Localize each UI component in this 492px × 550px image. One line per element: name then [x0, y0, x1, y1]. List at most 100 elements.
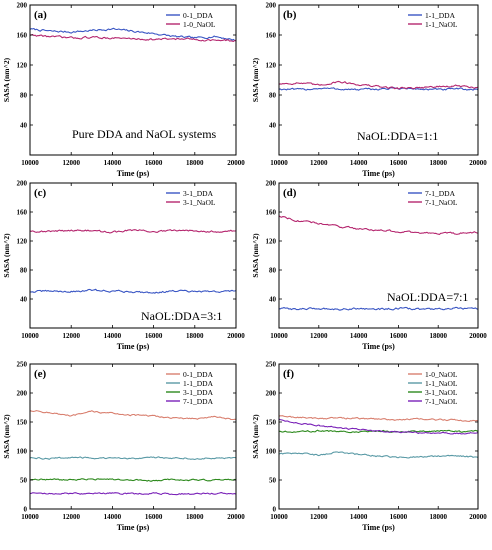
series-line-3-1_NaOL [29, 229, 237, 234]
x-tick-label: 12000 [310, 159, 328, 167]
x-tick-label: 20000 [227, 332, 245, 340]
x-tick-label: 14000 [350, 332, 368, 340]
legend-entry: 1-1_NaOL [425, 379, 458, 388]
y-tick-label: 80 [269, 267, 277, 275]
x-tick-label: 12000 [310, 332, 328, 340]
y-axis-title: SASA (nm^2) [2, 414, 11, 459]
series-line-3-1_DDA [29, 288, 237, 294]
y-tick-label: 120 [17, 62, 28, 70]
x-tick-label: 20000 [469, 332, 487, 340]
y-axis-title: SASA (nm^2) [2, 233, 11, 278]
x-tick-label: 12000 [62, 513, 80, 521]
y-tick-label: 200 [17, 180, 28, 188]
x-tick-label: 10000 [270, 513, 288, 521]
panel-e: 10000 12000 14000 16000 18000 20000 0 50 100 150 2… [2, 361, 245, 533]
x-tick-label: 16000 [390, 159, 408, 167]
y-axis-title: SASA (nm^2) [2, 57, 11, 102]
x-tick-label: 20000 [469, 159, 487, 167]
x-tick-label: 20000 [469, 513, 487, 521]
x-tick-label: 10000 [21, 159, 39, 167]
y-tick-label: 40 [269, 122, 277, 130]
legend-entry: 3-1_DDA [183, 189, 214, 198]
x-tick-label: 14000 [104, 332, 122, 340]
panel-annotation: NaOL:DDA=1:1 [357, 129, 438, 143]
series-line-1-1_DDA [29, 456, 237, 461]
x-tick-label: 10000 [270, 332, 288, 340]
y-tick-label: 200 [266, 2, 277, 10]
x-axis-title: Time (ps) [362, 169, 395, 178]
y-tick-label: 150 [266, 419, 277, 427]
y-axis-title: SASA (nm^2) [251, 57, 260, 102]
x-tick-label: 16000 [390, 513, 408, 521]
legend-entry: 7-1_NaOL [425, 198, 458, 207]
panel-label: (c) [34, 187, 47, 199]
x-tick-label: 16000 [145, 332, 163, 340]
x-tick-label: 10000 [21, 513, 39, 521]
y-tick-label: 160 [17, 209, 28, 217]
y-tick-label: 80 [269, 92, 277, 100]
x-tick-label: 14000 [350, 159, 368, 167]
y-tick-label: 0 [273, 506, 277, 514]
x-tick-label: 12000 [62, 332, 80, 340]
series-line-0-1_DDA [29, 27, 237, 42]
y-tick-label: 250 [17, 361, 28, 369]
panel-d: 10000 12000 14000 16000 18000 20000 40 80 120 160… [251, 180, 487, 352]
x-tick-label: 12000 [62, 159, 80, 167]
y-tick-label: 160 [266, 32, 277, 40]
panel-f: 10000 12000 14000 16000 18000 20000 0 50 100 150 2… [251, 361, 487, 533]
panel-label: (e) [34, 368, 47, 380]
plot-frame [29, 182, 237, 329]
series-line-1-0_NaOL [29, 33, 237, 43]
y-tick-label: 200 [17, 390, 28, 398]
y-tick-label: 80 [20, 267, 28, 275]
x-tick-label: 16000 [390, 332, 408, 340]
y-tick-label: 0 [24, 506, 28, 514]
series-line-7-1_DDA [278, 306, 479, 311]
panel-b: 10000 12000 14000 16000 18000 20000 40 80 120 160… [251, 2, 487, 179]
y-tick-label: 160 [17, 32, 28, 40]
legend-entry: 0-1_DDA [183, 370, 214, 379]
y-tick-label: 120 [17, 238, 28, 246]
x-tick-label: 10000 [270, 159, 288, 167]
legend-entry: 1-0_NaOL [183, 20, 216, 29]
y-axis-title: SASA (nm^2) [251, 414, 260, 459]
legend-entry: 7-1_NaOL [425, 397, 458, 406]
series-line-1-0_NaOL [278, 415, 479, 423]
y-tick-label: 200 [266, 390, 277, 398]
x-tick-label: 20000 [227, 513, 245, 521]
legend-entry: 7-1_DDA [183, 397, 214, 406]
x-axis-title: Time (ps) [117, 523, 150, 532]
y-tick-label: 100 [266, 448, 277, 456]
y-tick-label: 40 [20, 296, 28, 304]
x-tick-label: 14000 [104, 159, 122, 167]
x-tick-label: 18000 [186, 513, 204, 521]
y-tick-label: 120 [266, 238, 277, 246]
x-tick-label: 18000 [186, 159, 204, 167]
panel-label: (d) [283, 187, 297, 199]
x-axis-title: Time (ps) [117, 169, 150, 178]
y-tick-label: 250 [266, 361, 277, 369]
y-tick-label: 50 [269, 477, 277, 485]
plot-frame [278, 4, 479, 156]
panel-label: (b) [283, 9, 297, 21]
x-tick-label: 14000 [104, 513, 122, 521]
panel-annotation: NaOL:DDA=3:1 [141, 309, 222, 323]
series-line-7-1_NaOL [278, 418, 479, 435]
panel-label: (a) [34, 9, 47, 21]
legend-entry: 0-1_DDA [183, 11, 214, 20]
series-line-7-1_DDA [30, 492, 237, 496]
series-line-3-1_DDA [29, 478, 237, 482]
legend-entry: 1-1_DDA [183, 379, 214, 388]
legend-entry: 3-1_NaOL [183, 198, 216, 207]
legend-entry: 1-1_DDA [425, 11, 456, 20]
y-tick-label: 40 [269, 296, 277, 304]
x-axis-title: Time (ps) [362, 342, 395, 351]
panel-annotation: NaOL:DDA=7:1 [387, 290, 468, 304]
x-tick-label: 18000 [429, 332, 447, 340]
plot-frame [29, 4, 237, 156]
series-line-3-1_NaOL [279, 429, 479, 434]
x-tick-label: 10000 [21, 332, 39, 340]
legend-entry: 1-0_NaOL [425, 370, 458, 379]
panel-a: 10000 12000 14000 16000 18000 20000 40 80 120 160… [2, 2, 245, 179]
y-tick-label: 200 [17, 2, 28, 10]
